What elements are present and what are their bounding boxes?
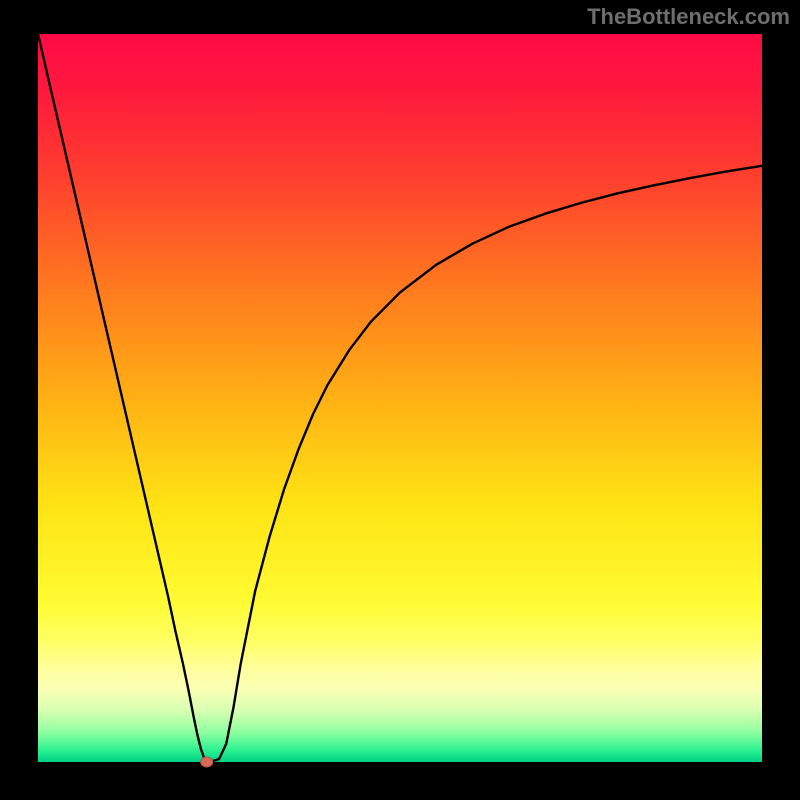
optimal-point-marker (201, 757, 213, 767)
plot-background (38, 34, 762, 762)
watermark-text: TheBottleneck.com (587, 4, 790, 30)
chart-container: TheBottleneck.com (0, 0, 800, 800)
bottleneck-chart (0, 0, 800, 800)
